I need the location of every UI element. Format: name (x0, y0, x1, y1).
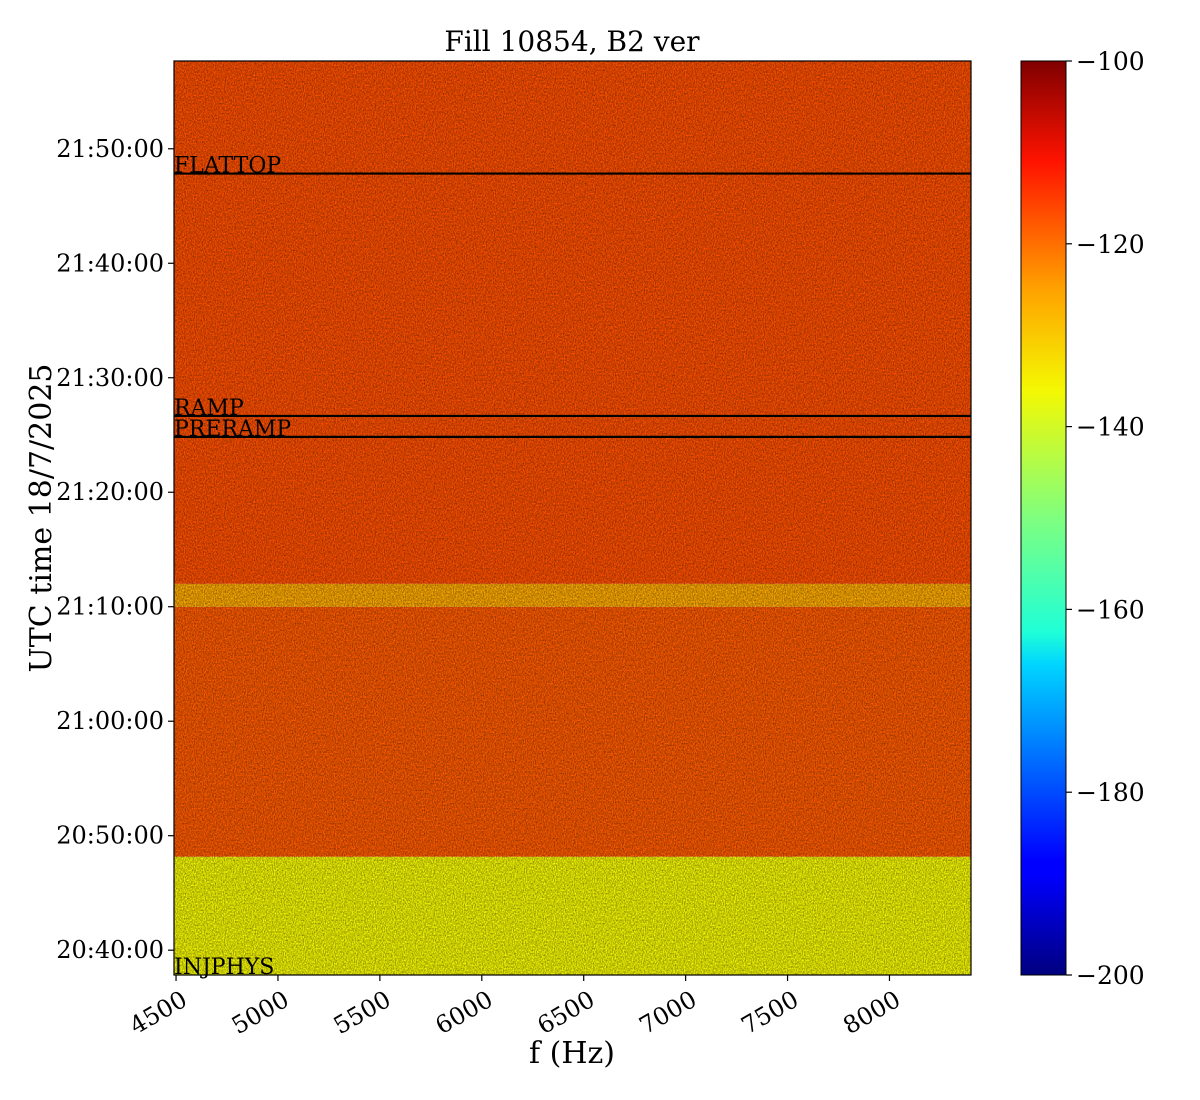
colorbar-gradient (1020, 60, 1067, 976)
colorbar-ticks: −200 −180 −160 −140 −120 −100 (1066, 47, 1145, 990)
y-tick-label: 21:50:00 (56, 135, 164, 163)
x-tick-label: 7500 (736, 985, 803, 1040)
y-tick-label: 20:40:00 (56, 936, 164, 964)
y-axis-label: UTC time 18/7/2025 (24, 364, 59, 673)
x-axis: 4500 5000 5500 6000 6500 7000 7500 8000 (125, 975, 905, 1040)
marker-label: RAMP (174, 396, 244, 421)
x-tick-label: 6000 (431, 985, 498, 1040)
colorbar-tick-label: −180 (1076, 778, 1145, 807)
x-tick-label: 8000 (838, 985, 905, 1040)
x-tick-label: 6500 (533, 985, 600, 1040)
y-tick-label: 21:20:00 (56, 478, 164, 506)
colorbar-tick-label: −140 (1076, 413, 1145, 442)
heatmap-texture (174, 61, 971, 975)
x-tick-label: 4500 (125, 985, 192, 1040)
y-tick-label: 21:00:00 (56, 707, 164, 735)
x-tick-label: 7000 (635, 985, 702, 1040)
colorbar: −200 −180 −160 −140 −120 −100 (1020, 47, 1145, 990)
y-tick-label: 21:10:00 (56, 593, 164, 621)
colorbar-tick-label: −120 (1076, 230, 1145, 259)
colorbar-tick-label: −160 (1076, 595, 1145, 624)
colorbar-tick-label: −200 (1076, 961, 1145, 990)
chart-title: Fill 10854, B2 ver (444, 25, 700, 58)
y-axis: 20:40:00 20:50:00 21:00:00 21:10:00 21:20:00… (56, 135, 174, 964)
marker-label: INJPHYS (174, 955, 274, 980)
x-tick-label: 5000 (227, 985, 294, 1040)
y-tick-label: 21:30:00 (56, 364, 164, 392)
marker-label: PRERAMP (174, 417, 291, 442)
colorbar-tick-label: −100 (1076, 47, 1145, 76)
x-axis-label: f (Hz) (529, 1036, 615, 1071)
y-tick-label: 20:50:00 (56, 822, 164, 850)
y-tick-label: 21:40:00 (56, 249, 164, 277)
marker-label: FLATTOP (174, 154, 281, 179)
heatmap-area (174, 61, 971, 975)
plot-frame (173, 60, 972, 976)
x-tick-label: 5500 (329, 985, 396, 1040)
